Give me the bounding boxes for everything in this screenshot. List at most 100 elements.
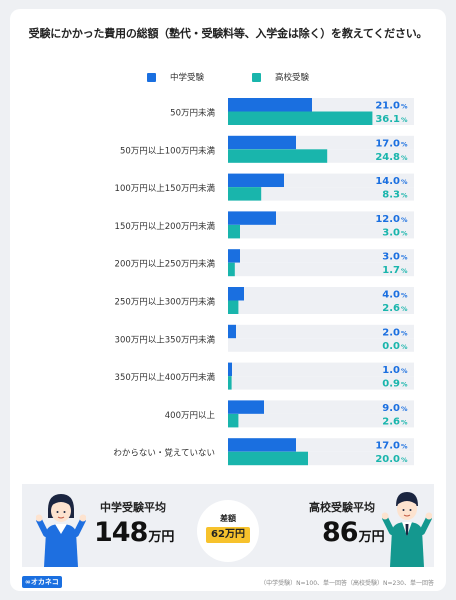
student-girl-icon: [36, 494, 86, 567]
legend-label-high: 高校受験: [275, 73, 310, 83]
legend-label-junior: 中学受験: [169, 73, 204, 83]
difference-label: 差額: [220, 514, 236, 523]
bar-high: [228, 224, 240, 239]
data-label: 2.6: [382, 303, 400, 314]
bar-junior: [228, 362, 232, 377]
bar-junior: [228, 98, 312, 112]
data-label: 8.3: [382, 190, 400, 201]
data-unit: %: [401, 405, 408, 413]
bar-high: [228, 149, 328, 163]
data-unit: %: [401, 116, 408, 124]
bar-track: [228, 287, 414, 301]
chart-title: 受験にかかった費用の総額（塾代・受験料等、入学金は除く）を教えてください。: [28, 27, 428, 40]
data-label: 4.0: [382, 290, 400, 301]
data-unit: %: [401, 343, 408, 351]
bar-high: [228, 376, 232, 390]
data-unit: %: [401, 254, 408, 262]
data-unit: %: [401, 103, 408, 111]
data-unit: %: [401, 329, 408, 337]
student-boy-icon: [382, 492, 432, 567]
data-label: 1.0: [382, 365, 400, 376]
data-unit: %: [401, 229, 408, 237]
difference-badge: 差額 62万円: [197, 500, 259, 562]
bar-track: [228, 324, 414, 339]
category-label: 300万円以上350万円未満: [115, 334, 216, 345]
data-label: 14.0: [375, 176, 400, 187]
legend-swatch-high: [252, 72, 261, 82]
data-unit: %: [401, 381, 408, 389]
data-label: 36.1: [375, 114, 400, 125]
data-unit: %: [401, 192, 408, 200]
bar-high: [228, 111, 373, 125]
data-unit: %: [401, 367, 408, 375]
category-label: 100万円以上150万円未満: [115, 183, 216, 194]
junior-average-unit: 万円: [148, 530, 175, 545]
category-label: 200万円以上250万円未満: [115, 259, 216, 270]
footnote: （中学受験）N=100、単一回答（高校受験）N=230、単一回答: [260, 580, 434, 587]
data-label: 17.0: [375, 441, 400, 452]
bar-junior: [228, 211, 276, 225]
bar-track: [228, 362, 414, 377]
junior-average-number: 148: [94, 517, 148, 548]
bar-track: [228, 413, 414, 428]
category-label: 350万円以上400万円未満: [115, 372, 216, 383]
data-unit: %: [401, 443, 408, 451]
data-label: 20.0: [375, 454, 400, 465]
bar-high: [228, 413, 239, 428]
category-label: 400万円以上: [165, 411, 216, 421]
bar-junior: [228, 287, 244, 301]
data-label: 3.0: [382, 227, 400, 238]
category-label: 50万円以上100万円未満: [120, 145, 216, 156]
data-unit: %: [401, 267, 408, 275]
data-label: 9.0: [382, 403, 400, 414]
bar-track: [228, 187, 414, 201]
data-label: 21.0: [375, 101, 400, 112]
high-average-number: 86: [322, 517, 359, 548]
junior-average-title: 中学受験平均: [100, 501, 166, 514]
bar-track: [228, 300, 414, 314]
data-label: 0.0: [382, 341, 400, 352]
bar-junior: [228, 173, 284, 188]
category-label: わからない・覚えていない: [113, 448, 215, 459]
data-unit: %: [401, 292, 408, 300]
data-unit: %: [401, 418, 408, 426]
data-label: 3.0: [382, 252, 400, 263]
data-label: 12.0: [375, 214, 400, 225]
legend-swatch-junior: [146, 72, 156, 82]
difference-value: 62万円: [206, 527, 250, 543]
bar-high: [228, 262, 235, 277]
data-label: 1.7: [382, 265, 400, 276]
bar-high: [228, 300, 239, 314]
category-label: 250万円以上300万円未満: [115, 297, 216, 308]
data-unit: %: [401, 216, 408, 224]
brand-logo: ∞オカネコ: [22, 576, 62, 588]
category-label: 150万円以上200万円未満: [115, 221, 216, 232]
junior-average-value: 148万円: [94, 517, 174, 548]
bar-track: [228, 338, 414, 352]
data-unit: %: [401, 154, 408, 162]
legend: 中学受験 高校受験: [10, 71, 446, 83]
data-label: 0.9: [382, 379, 400, 390]
bar-high: [228, 451, 308, 466]
high-average-unit: 万円: [358, 530, 385, 545]
bar-junior: [228, 438, 296, 452]
bar-track: [228, 400, 414, 414]
bar-high: [228, 187, 262, 201]
legend-item-high: 高校受験: [252, 71, 309, 83]
data-unit: %: [401, 456, 408, 464]
bar-junior: [228, 400, 264, 414]
data-label: 17.0: [375, 138, 400, 149]
high-average-value: 86万円: [322, 517, 385, 548]
data-unit: %: [401, 305, 408, 313]
category-label: 50万円未満: [170, 108, 215, 119]
bar-track: [228, 249, 414, 263]
chart-card: 受験にかかった費用の総額（塾代・受験料等、入学金は除く）を教えてください。 中学…: [10, 9, 446, 591]
bar-junior: [228, 249, 240, 263]
high-average-title: 高校受験平均: [309, 501, 375, 514]
average-summary-panel: 中学受験平均 148万円 差額 62万円 高校受験平均 86万円: [22, 484, 434, 567]
data-unit: %: [401, 178, 408, 186]
data-label: 2.6: [382, 416, 400, 427]
bar-junior: [228, 135, 296, 150]
bar-junior: [228, 324, 236, 339]
